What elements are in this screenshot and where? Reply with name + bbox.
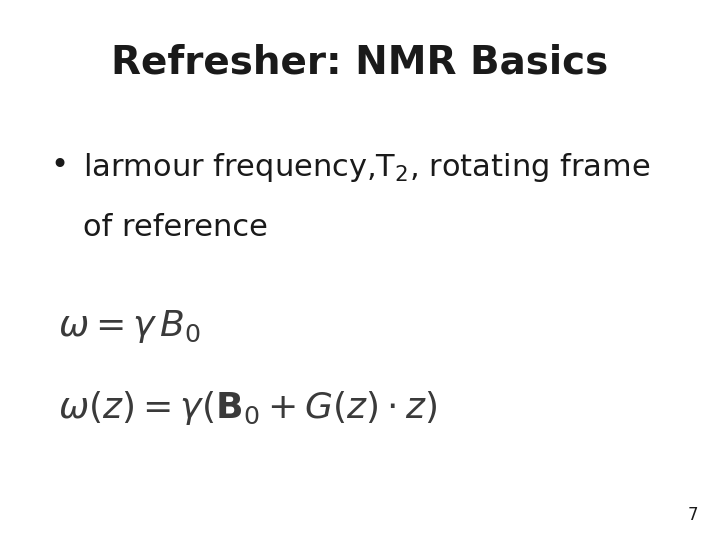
Text: •: • [50,151,68,180]
Text: of reference: of reference [83,213,268,242]
Text: $\omega(z) = \gamma\left(\mathbf{B}_0 + G(z) \cdot z\right)$: $\omega(z) = \gamma\left(\mathbf{B}_0 + … [58,389,437,427]
Text: $\omega = \gamma\, B_0$: $\omega = \gamma\, B_0$ [58,308,201,345]
Text: larmour frequency,$\mathrm{T}_2$, rotating frame: larmour frequency,$\mathrm{T}_2$, rotati… [83,151,650,184]
Text: Refresher: NMR Basics: Refresher: NMR Basics [112,43,608,81]
Text: 7: 7 [688,506,698,524]
